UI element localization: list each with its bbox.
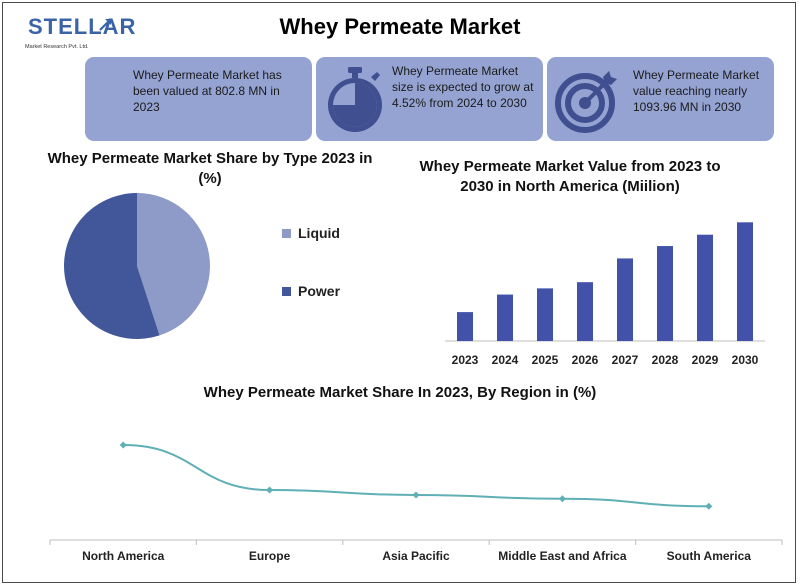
bar-tick-label: 2028 (652, 353, 679, 367)
line-tick-label: South America (667, 549, 752, 563)
page-title: Whey Permeate Market (279, 14, 521, 39)
stopwatch-icon (328, 67, 382, 132)
stat-card-text: Whey Permeate Market size is expected to… (392, 64, 534, 110)
bar-chart-title: Whey Permeate Market Value from 2023 to … (419, 158, 721, 195)
bar-tick-label: 2026 (572, 353, 599, 367)
logo-arrow-icon (99, 19, 111, 31)
logo-subtitle: Market Research Pvt. Ltd. (25, 44, 89, 50)
pie-chart-title: Whey Permeate Market Share by Type 2023 … (47, 150, 373, 187)
legend-label-power: Power (298, 283, 341, 299)
stat-card-text: Whey Permeate Market value reaching near… (633, 68, 760, 114)
bar-2023 (457, 312, 473, 341)
line-point (558, 495, 566, 503)
stellar-logo: STELLAR Market Research Pvt. Ltd. (22, 12, 135, 52)
line-tick-label: Middle East and Africa (498, 549, 627, 563)
line-tick-label: Asia Pacific (382, 549, 450, 563)
bar-2029 (697, 234, 713, 341)
bar-2026 (577, 282, 593, 341)
line-point (412, 491, 420, 499)
line-tick-label: Europe (249, 549, 291, 563)
bar-2028 (657, 246, 673, 341)
legend-item-liquid: Liquid (282, 225, 340, 241)
legend-swatch-liquid (282, 228, 291, 238)
bar-tick-label: 2030 (732, 353, 759, 367)
legend-swatch-power (282, 286, 291, 296)
line-point (705, 502, 713, 510)
line-point (266, 486, 274, 494)
stat-card-forecast: Whey Permeate Market value reaching near… (547, 57, 774, 141)
stat-card-text: Whey Permeate Market has been valued at … (133, 68, 282, 114)
bar-2030 (737, 222, 753, 341)
line-tick-label: North America (82, 549, 165, 563)
bar-tick-label: 2023 (452, 353, 479, 367)
line-chart-title: Whey Permeate Market Share In 2023, By R… (203, 384, 597, 401)
legend-item-power: Power (282, 283, 340, 299)
pie-slice-liquid (137, 193, 210, 336)
legend-label-liquid: Liquid (298, 225, 340, 241)
bar-2025 (537, 288, 553, 341)
bar-tick-label: 2029 (692, 353, 719, 367)
bar-tick-label: 2024 (492, 353, 519, 367)
logo-wordmark: STELLAR (28, 14, 137, 39)
bar-2027 (617, 258, 633, 341)
stat-card-growth: Whey Permeate Market size is expected to… (316, 57, 543, 141)
stat-card-valuation: Whey Permeate Market has been valued at … (85, 57, 312, 141)
pie-slice-power (63, 193, 160, 339)
bar-tick-label: 2027 (612, 353, 639, 367)
bar-tick-label: 2025 (532, 353, 559, 367)
target-icon (555, 71, 617, 133)
line-point (119, 441, 127, 449)
bar-2024 (497, 294, 513, 341)
